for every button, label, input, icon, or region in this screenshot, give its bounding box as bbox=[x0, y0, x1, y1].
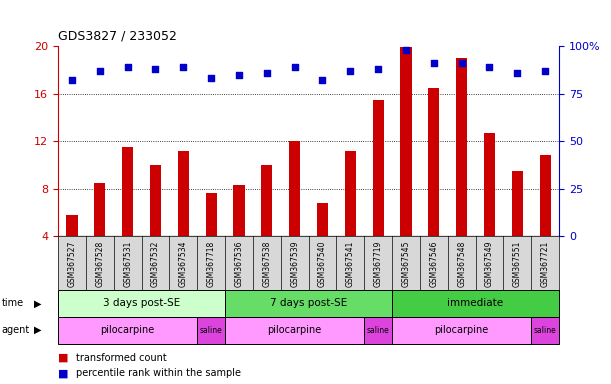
Point bbox=[318, 77, 327, 83]
Text: GSM367551: GSM367551 bbox=[513, 240, 522, 287]
Bar bbox=[233, 185, 244, 236]
Point bbox=[373, 66, 383, 72]
Point bbox=[540, 68, 550, 74]
Bar bbox=[428, 88, 439, 236]
Text: GSM367718: GSM367718 bbox=[207, 240, 216, 287]
Bar bbox=[58, 290, 225, 317]
Bar bbox=[531, 317, 559, 344]
Point bbox=[485, 64, 494, 70]
Point bbox=[150, 66, 160, 72]
Point bbox=[67, 77, 77, 83]
Point bbox=[178, 64, 188, 70]
Text: GSM367545: GSM367545 bbox=[401, 240, 411, 287]
Text: ▶: ▶ bbox=[34, 325, 41, 335]
Text: GSM367721: GSM367721 bbox=[541, 240, 550, 287]
Text: pilocarpine: pilocarpine bbox=[100, 325, 155, 335]
Text: GSM367531: GSM367531 bbox=[123, 240, 132, 287]
Bar bbox=[58, 317, 197, 344]
Bar bbox=[373, 99, 384, 236]
Text: saline: saline bbox=[200, 326, 222, 335]
Text: saline: saline bbox=[534, 326, 557, 335]
Bar bbox=[225, 290, 392, 317]
Point bbox=[429, 60, 439, 66]
Bar bbox=[150, 165, 161, 236]
Text: GSM367536: GSM367536 bbox=[235, 240, 243, 287]
Text: ▶: ▶ bbox=[34, 298, 41, 308]
Text: GSM367549: GSM367549 bbox=[485, 240, 494, 287]
Bar bbox=[178, 151, 189, 236]
Bar bbox=[512, 171, 523, 236]
Bar bbox=[484, 133, 495, 236]
Point bbox=[457, 60, 467, 66]
Point bbox=[95, 68, 104, 74]
Bar bbox=[197, 317, 225, 344]
Bar bbox=[400, 47, 412, 236]
Bar bbox=[364, 317, 392, 344]
Text: GSM367539: GSM367539 bbox=[290, 240, 299, 287]
Point bbox=[401, 47, 411, 53]
Text: GSM367540: GSM367540 bbox=[318, 240, 327, 287]
Text: 7 days post-SE: 7 days post-SE bbox=[270, 298, 347, 308]
Point bbox=[207, 75, 216, 81]
Text: percentile rank within the sample: percentile rank within the sample bbox=[76, 368, 241, 378]
Point bbox=[290, 64, 299, 70]
Text: transformed count: transformed count bbox=[76, 353, 167, 363]
Text: GSM367546: GSM367546 bbox=[430, 240, 438, 287]
Text: GSM367538: GSM367538 bbox=[262, 240, 271, 287]
Text: GDS3827 / 233052: GDS3827 / 233052 bbox=[58, 29, 177, 42]
Text: pilocarpine: pilocarpine bbox=[268, 325, 322, 335]
Point bbox=[262, 70, 272, 76]
Bar bbox=[392, 317, 531, 344]
Text: ■: ■ bbox=[58, 368, 68, 378]
Bar bbox=[122, 147, 133, 236]
Text: ■: ■ bbox=[58, 353, 68, 363]
Bar bbox=[205, 194, 217, 236]
Text: GSM367532: GSM367532 bbox=[151, 240, 160, 287]
Text: agent: agent bbox=[2, 325, 30, 335]
Bar bbox=[289, 141, 300, 236]
Text: GSM367527: GSM367527 bbox=[67, 240, 76, 287]
Bar bbox=[392, 290, 559, 317]
Point bbox=[234, 71, 244, 78]
Text: GSM367548: GSM367548 bbox=[457, 240, 466, 287]
Text: GSM367528: GSM367528 bbox=[95, 240, 104, 287]
Bar bbox=[225, 317, 364, 344]
Point bbox=[123, 64, 133, 70]
Text: 3 days post-SE: 3 days post-SE bbox=[103, 298, 180, 308]
Text: GSM367534: GSM367534 bbox=[179, 240, 188, 287]
Text: pilocarpine: pilocarpine bbox=[434, 325, 489, 335]
Text: GSM367541: GSM367541 bbox=[346, 240, 355, 287]
Text: time: time bbox=[2, 298, 24, 308]
Bar bbox=[456, 58, 467, 236]
Bar bbox=[317, 203, 328, 236]
Text: saline: saline bbox=[367, 326, 390, 335]
Bar bbox=[262, 165, 273, 236]
Text: GSM367719: GSM367719 bbox=[374, 240, 382, 287]
Text: immediate: immediate bbox=[447, 298, 503, 308]
Bar bbox=[67, 215, 78, 236]
Point bbox=[513, 70, 522, 76]
Bar bbox=[540, 156, 551, 236]
Bar bbox=[345, 151, 356, 236]
Point bbox=[345, 68, 355, 74]
Bar bbox=[94, 183, 105, 236]
